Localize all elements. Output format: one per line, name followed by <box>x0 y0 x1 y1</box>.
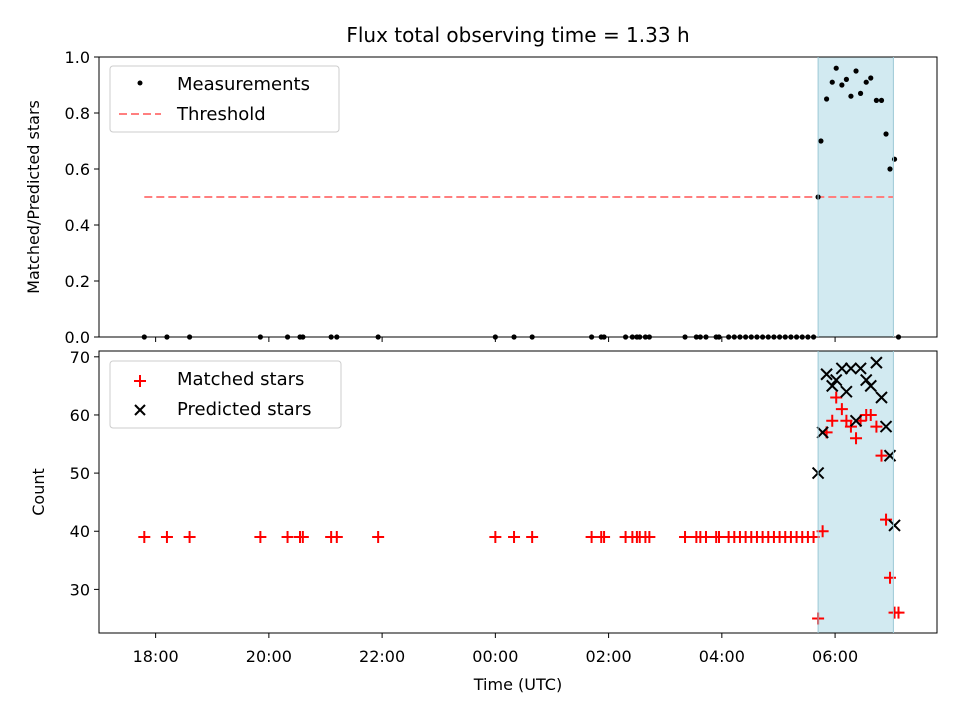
bottom-legend-box <box>109 360 342 429</box>
matched-star-point <box>508 531 521 544</box>
bottom-data-marks <box>138 356 905 625</box>
matched-star-point <box>884 571 897 584</box>
predicted-star-point <box>849 414 863 427</box>
legend-matched-label: Matched stars <box>177 369 304 390</box>
measurement-point <box>863 79 869 85</box>
x-tick-label: 02:00 <box>586 647 632 666</box>
predicted-star-point <box>840 385 853 398</box>
predicted-star-point <box>870 356 883 369</box>
top-y-axis-label: Matched/Predicted stars <box>24 100 43 294</box>
predicted-star-point <box>854 362 867 375</box>
legend-predicted-marker <box>134 404 146 416</box>
predicted-star-point <box>816 426 829 439</box>
matched-star-point <box>864 408 877 421</box>
predicted-star-point <box>864 379 877 393</box>
top-legend: Measurements Threshold <box>109 65 340 133</box>
matched-star-point <box>679 531 692 544</box>
predicted-star-point <box>820 368 833 381</box>
matched-star-point <box>598 531 611 544</box>
y-tick-label: 1.0 <box>65 48 90 67</box>
predicted-star-point <box>879 420 893 433</box>
matched-star-point <box>254 531 267 544</box>
predicted-star-point <box>875 391 888 404</box>
measurement-point <box>843 76 850 82</box>
bottom-y-axis-label: Count <box>29 468 48 516</box>
measurement-point <box>853 68 859 74</box>
y-tick-label: 0.2 <box>65 272 90 291</box>
y-tick-label: 60 <box>70 406 90 425</box>
top-plot-frame <box>98 56 938 338</box>
x-tick-label: 22:00 <box>359 647 405 666</box>
bottom-axis-ticks: 30 40 50 60 70 18:00 20:00 22:00 00:00 02:00 04:00… <box>70 348 858 666</box>
matched-star-point <box>826 414 839 427</box>
y-tick-label: 0.4 <box>65 216 90 235</box>
y-tick-label: 0.6 <box>65 160 90 179</box>
bottom-shaded-region <box>818 351 894 633</box>
measurement-point <box>857 90 864 96</box>
matched-star-point <box>870 420 883 433</box>
x-axis-label: Time (UTC) <box>473 675 562 694</box>
matched-star-point <box>807 531 820 544</box>
x-tick-label: 18:00 <box>133 647 179 666</box>
y-tick-label: 30 <box>70 580 90 599</box>
matched-star-point <box>281 531 294 544</box>
x-tick-label: 06:00 <box>812 647 858 666</box>
x-tick-label: 20:00 <box>246 647 292 666</box>
matched-star-point <box>850 432 863 445</box>
matched-star-point <box>160 531 173 544</box>
matched-star-point <box>372 531 385 544</box>
measurement-point <box>883 131 889 137</box>
matched-star-point <box>699 531 712 544</box>
bottom-plot-frame <box>98 350 938 634</box>
y-tick-label: 0.0 <box>65 328 90 347</box>
top-panel: 0.0 0.2 0.4 0.6 0.8 1.0 Flux total observing … <box>24 23 938 347</box>
matched-star-point <box>296 531 309 544</box>
predicted-star-point <box>888 519 901 532</box>
matched-star-point <box>892 606 905 619</box>
measurement-point <box>891 156 898 162</box>
matched-star-point <box>830 391 843 404</box>
measurement-point <box>878 97 885 103</box>
measurement-point <box>839 82 845 88</box>
matched-star-point <box>643 531 656 544</box>
matched-star-point <box>183 531 196 544</box>
matched-star-point <box>835 403 848 416</box>
measurement-point <box>823 96 830 102</box>
bottom-legend: Matched stars Predicted stars <box>109 360 342 429</box>
measurement-point <box>848 93 854 99</box>
matched-star-point <box>330 531 343 544</box>
y-tick-label: 50 <box>70 464 90 483</box>
legend-predicted-label: Predicted stars <box>177 399 311 420</box>
matched-star-point <box>138 531 151 544</box>
predicted-star-point <box>844 362 858 375</box>
chart-title: Flux total observing time = 1.33 h <box>346 23 689 47</box>
measurement-point <box>818 138 824 144</box>
legend-threshold-label: Threshold <box>176 104 266 125</box>
measurement-point <box>829 79 835 85</box>
matched-star-point <box>526 531 539 544</box>
matched-star-point <box>875 449 888 462</box>
measurement-point <box>873 97 880 103</box>
y-tick-label: 40 <box>70 522 90 541</box>
predicted-star-point <box>826 379 839 393</box>
measurement-point <box>868 75 874 81</box>
y-tick-label: 70 <box>70 348 90 367</box>
matched-star-point <box>489 531 502 544</box>
top-legend-box <box>109 65 340 133</box>
predicted-star-point <box>830 373 843 387</box>
x-tick-label: 00:00 <box>472 647 518 666</box>
y-tick-label: 0.8 <box>65 104 90 123</box>
matched-star-point <box>816 525 829 538</box>
measurement-point <box>887 166 893 172</box>
x-tick-label: 04:00 <box>699 647 745 666</box>
measurement-point <box>833 65 839 71</box>
bottom-panel: 30 40 50 60 70 18:00 20:00 22:00 00:00 02:00 04:00… <box>29 348 938 694</box>
top-axis-ticks: 0.0 0.2 0.4 0.6 0.8 1.0 <box>65 48 836 347</box>
predicted-star-point <box>835 362 849 375</box>
legend-measurements-marker <box>137 80 143 86</box>
legend-measurements-label: Measurements <box>177 74 310 95</box>
legend-matched-marker <box>134 375 146 387</box>
